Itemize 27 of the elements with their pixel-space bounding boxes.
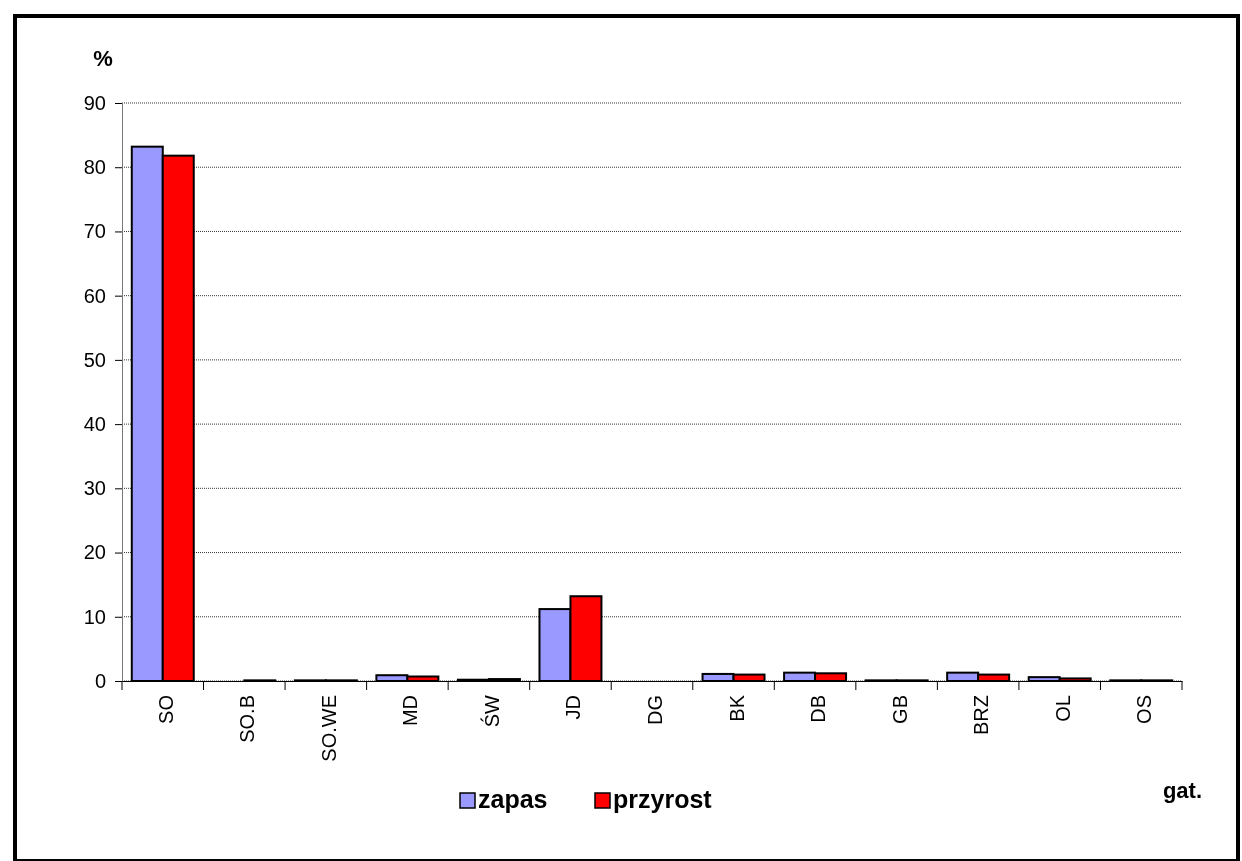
y-tick-label: 20 xyxy=(83,541,106,564)
x-tick-label: DG xyxy=(644,695,666,725)
x-tick-label: JD xyxy=(562,695,585,720)
x-tick-label: MD xyxy=(399,695,422,727)
x-tick-label: SO.WE xyxy=(317,695,340,762)
y-tick-label: 70 xyxy=(83,220,106,243)
x-tick-label: BK xyxy=(725,694,748,722)
x-tick-label: OS xyxy=(1133,695,1156,724)
y-tick-label: 80 xyxy=(83,156,106,179)
x-tick-label: BRZ xyxy=(970,695,993,735)
y-tick-label: 30 xyxy=(83,477,106,500)
y-tick-label: 10 xyxy=(83,605,106,628)
x-axis-title: gat. xyxy=(1162,778,1202,803)
legend-label: zapas xyxy=(478,785,548,813)
x-tick-label: OL xyxy=(1051,695,1074,722)
x-tick-label: ŚW xyxy=(479,694,503,728)
legend-label: przyrost xyxy=(613,785,713,813)
x-tick-label: DB xyxy=(807,695,830,723)
y-tick-label: 40 xyxy=(83,413,106,436)
x-tick-label: SO xyxy=(154,695,177,724)
y-axis-title: % xyxy=(93,46,113,71)
y-tick-label: 0 xyxy=(94,669,106,692)
y-tick-label: 90 xyxy=(83,91,106,114)
x-tick-label: GB xyxy=(888,695,911,724)
y-tick-label: 50 xyxy=(83,348,106,371)
y-tick-label: 60 xyxy=(83,284,106,307)
x-tick-label: SO.B xyxy=(236,695,259,743)
